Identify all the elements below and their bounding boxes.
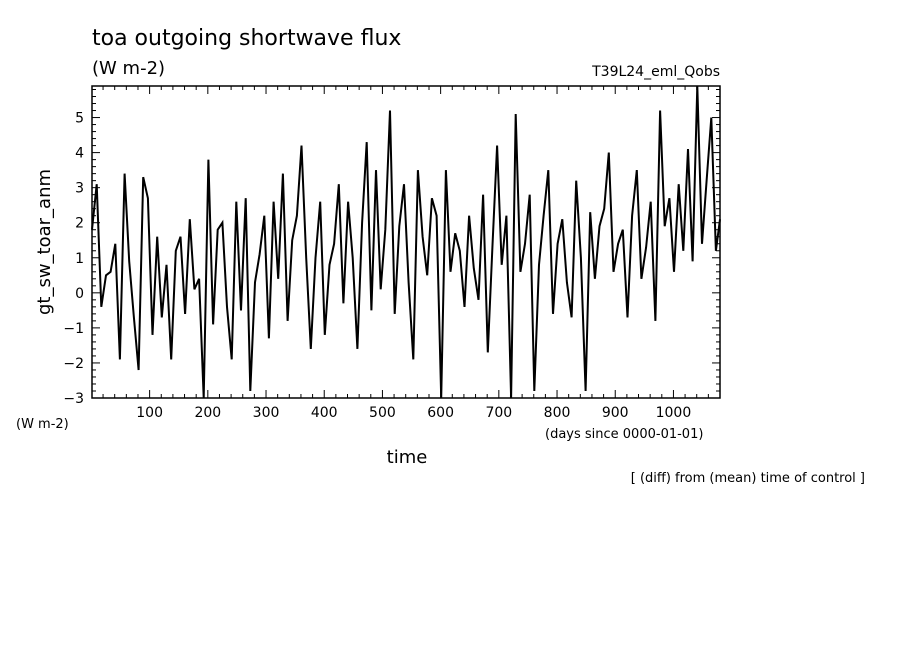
x-tick-label: 600 (427, 405, 454, 421)
plot-frame (91, 85, 721, 399)
experiment-label: T39L24_eml_Qobs (591, 64, 720, 80)
y-axis-label: gt_sw_toar_anm (34, 169, 55, 315)
y-tick-label: −1 (63, 321, 84, 337)
y-tick-label: 2 (75, 216, 84, 232)
x-tick-label: 100 (136, 405, 163, 421)
y-tick-label: 3 (75, 181, 84, 197)
x-axis-units: (days since 0000-01-01) (545, 427, 703, 442)
x-tick-labels: 100 200 300 400 500 600 700 800 900 1000 (136, 405, 691, 421)
y-tick-label: 1 (75, 251, 84, 267)
chart-title: toa outgoing shortwave flux (92, 26, 401, 51)
y-tick-label: 4 (75, 146, 84, 162)
x-tick-label: 700 (485, 405, 512, 421)
y-tick-label: 5 (75, 111, 84, 127)
x-axis-label: time (387, 447, 428, 468)
y-axis-units: (W m-2) (16, 417, 69, 432)
x-tick-label: 1000 (656, 405, 692, 421)
y-tick-label: 0 (75, 286, 84, 302)
y-tick-label: −3 (63, 391, 84, 407)
x-tick-label: 900 (602, 405, 629, 421)
x-tick-label: 300 (253, 405, 280, 421)
x-tick-label: 400 (311, 405, 338, 421)
y-tick-labels: −3 −2 −1 0 1 2 3 4 5 (63, 111, 84, 407)
chart-units: (W m-2) (92, 58, 165, 79)
series-line (91, 85, 721, 399)
footnote: [ (diff) from (mean) time of control ] (631, 471, 865, 486)
y-tick-label: −2 (63, 356, 84, 372)
x-tick-label: 200 (194, 405, 221, 421)
x-tick-label: 800 (544, 405, 571, 421)
x-tick-label: 500 (369, 405, 396, 421)
